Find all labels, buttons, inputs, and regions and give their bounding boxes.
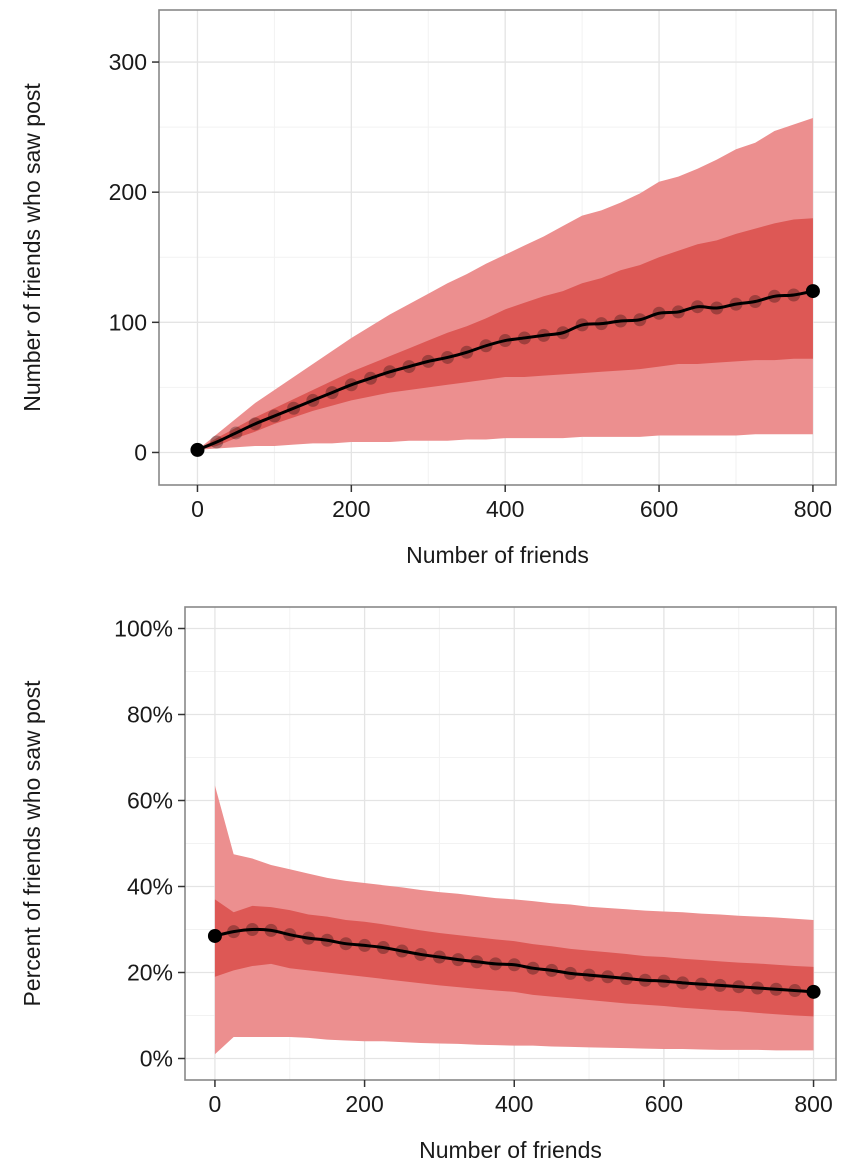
y-tick-label: 200 <box>109 179 147 205</box>
x-tick-label: 800 <box>794 496 832 522</box>
x-tick-label: 200 <box>332 496 370 522</box>
y-axis-title: Percent of friends who saw post <box>19 680 45 1007</box>
x-tick-label: 600 <box>640 496 678 522</box>
median-endpoint <box>190 442 205 457</box>
y-tick-label: 300 <box>109 49 147 75</box>
chart-panel-2: 0 200 400 600 800 0% 20% 40% 60% 80% 100% Number of… <box>19 606 837 1163</box>
y-tick-label: 100% <box>114 616 173 642</box>
x-tick-label: 600 <box>645 1091 683 1117</box>
plot-border <box>184 606 837 1081</box>
chart-panel-1: 0 200 400 600 800 0 100 200 300 Number of friends… <box>19 9 837 568</box>
inner-range-band <box>197 218 813 450</box>
y-tick-label: 0 <box>134 439 147 465</box>
y-tick-label: 100 <box>109 309 147 335</box>
y-tick-label: 80% <box>127 702 173 728</box>
median-endpoint <box>806 984 821 999</box>
median-line <box>195 289 815 452</box>
y-tick-label: 20% <box>127 960 173 986</box>
median-endpoint <box>207 928 222 943</box>
x-tick-label: 400 <box>495 1091 533 1117</box>
median-line <box>213 927 816 994</box>
y-tick-label: 40% <box>127 874 173 900</box>
y-tick-label: 60% <box>127 788 173 814</box>
x-tick-label: 800 <box>794 1091 832 1117</box>
outer-range-band <box>197 118 813 450</box>
median-endpoint <box>805 284 820 299</box>
y-axis-title: Number of friends who saw post <box>19 83 45 412</box>
x-tick-label: 0 <box>191 496 204 522</box>
y-tick-label: 0% <box>140 1046 173 1072</box>
x-tick-label: 200 <box>345 1091 383 1117</box>
x-tick-label: 0 <box>209 1091 222 1117</box>
inner-range-band <box>214 899 814 1017</box>
x-axis-title: Number of friends <box>406 542 589 568</box>
plot-border <box>158 9 837 486</box>
x-tick-label: 400 <box>486 496 524 522</box>
x-axis-title: Number of friends <box>419 1137 602 1163</box>
